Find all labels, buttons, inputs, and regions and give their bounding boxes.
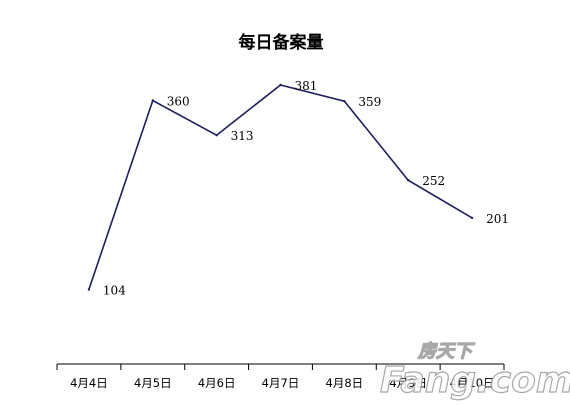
data-label: 201 [486, 212, 509, 226]
data-label: 104 [103, 284, 126, 298]
watermark-chinese: 房天下 [417, 341, 475, 362]
data-point [151, 99, 154, 102]
data-point [343, 100, 346, 103]
plot-area: 104 360 313 381 359 252 201 [87, 79, 509, 298]
data-label: 359 [358, 95, 381, 109]
x-axis: 4月4日 4月5日 4月6日 4月7日 4月8日 4月9日 4月10日 [56, 363, 505, 390]
chart-title: 每日备案量 [239, 32, 324, 53]
series-line [88, 84, 473, 290]
watermark-logo: 房天下 Fang.com [379, 340, 570, 401]
data-point [407, 179, 410, 182]
x-tick-label: 4月4日 [70, 376, 108, 390]
x-tick-label: 4月8日 [326, 376, 364, 390]
data-label: 381 [295, 79, 318, 93]
x-tick-label: 4月9日 [389, 376, 427, 390]
x-tick-label: 4月10日 [450, 376, 495, 390]
x-tick-label: 4月7日 [262, 376, 300, 390]
x-tick-label: 4月5日 [134, 376, 172, 390]
data-point [215, 134, 218, 137]
x-tick-label: 4月6日 [198, 376, 236, 390]
data-label: 313 [231, 129, 254, 143]
data-point [470, 216, 474, 220]
data-label: 360 [167, 95, 190, 109]
data-point [87, 288, 91, 291]
data-label: 252 [422, 174, 445, 188]
watermark-text: Fang.com [380, 360, 570, 401]
data-point [279, 83, 282, 87]
